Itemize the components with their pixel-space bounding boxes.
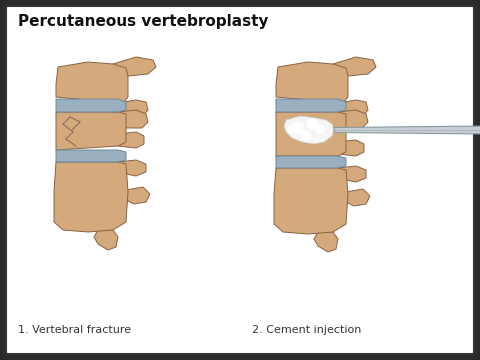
Polygon shape [118,132,144,148]
Polygon shape [118,100,148,117]
Circle shape [292,122,304,134]
Polygon shape [56,99,126,112]
Polygon shape [276,62,348,104]
Polygon shape [346,189,370,206]
Polygon shape [118,110,148,128]
Polygon shape [56,112,126,150]
Polygon shape [54,162,128,232]
Polygon shape [276,156,346,168]
Polygon shape [338,166,366,182]
Polygon shape [126,187,150,204]
Text: Percutaneous vertebroplasty: Percutaneous vertebroplasty [18,14,268,29]
Polygon shape [333,57,376,76]
Polygon shape [56,150,126,162]
Polygon shape [338,140,364,156]
Circle shape [288,126,296,134]
Polygon shape [274,168,348,234]
Polygon shape [338,110,368,128]
Text: 1. Vertebral fracture: 1. Vertebral fracture [18,325,131,335]
Polygon shape [276,112,346,156]
Polygon shape [94,230,118,250]
Polygon shape [284,116,334,144]
Polygon shape [113,57,156,76]
Circle shape [301,131,311,141]
Circle shape [307,119,317,129]
Polygon shape [56,62,128,104]
Polygon shape [314,232,338,252]
Polygon shape [118,160,146,176]
Text: 2. Cement injection: 2. Cement injection [252,325,361,335]
Polygon shape [338,100,368,117]
Circle shape [316,126,324,134]
Polygon shape [334,126,480,134]
Polygon shape [276,99,346,112]
